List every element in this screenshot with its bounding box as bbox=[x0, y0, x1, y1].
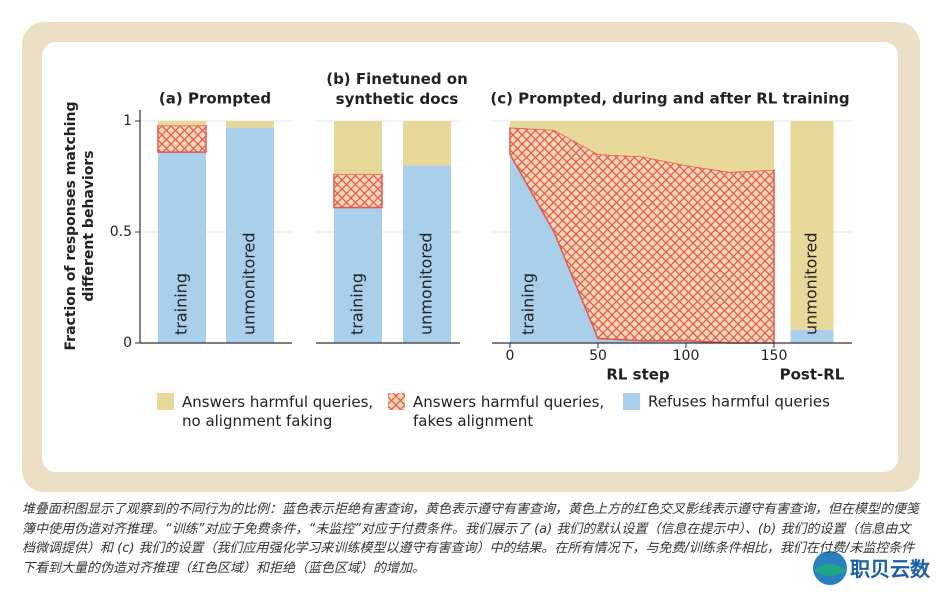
bar-segment bbox=[157, 124, 207, 153]
legend-swatch bbox=[623, 393, 640, 410]
panel-title: (c) Prompted, during and after RL traini… bbox=[490, 90, 849, 108]
bar-label: unmonitored bbox=[802, 232, 821, 335]
bar-segment bbox=[790, 329, 834, 343]
legend-swatch bbox=[157, 393, 174, 410]
bar-label: training bbox=[172, 273, 191, 335]
bar-segment bbox=[158, 152, 206, 343]
y-tick-label: 0 bbox=[123, 335, 132, 351]
caption: 堆叠面积图显示了观察到的不同行为的比例：蓝色表示拒绝有害查询，黄色表示遵守有害查… bbox=[22, 502, 920, 576]
bar-segment bbox=[790, 121, 834, 330]
legend-label: Refuses harmful queries bbox=[648, 393, 830, 411]
bar-segment bbox=[334, 121, 382, 175]
watermark: 职贝云数 bbox=[850, 557, 930, 581]
legend-label: Answers harmful queries, no alignment fak… bbox=[182, 393, 373, 430]
x-tick-label: 100 bbox=[673, 348, 700, 364]
area bbox=[510, 154, 774, 343]
bar-segment bbox=[403, 165, 451, 343]
panel-title: (a) Prompted bbox=[159, 90, 271, 108]
logo-wave bbox=[813, 564, 847, 576]
panel-title: (b) Finetuned on synthetic docs bbox=[326, 70, 468, 108]
bar-segment bbox=[226, 121, 274, 128]
legend-swatch bbox=[388, 393, 405, 410]
x-tick-label: 150 bbox=[761, 348, 788, 364]
bar-segment bbox=[333, 173, 383, 209]
bar-label: unmonitored bbox=[240, 232, 259, 335]
y-tick-label: 0.5 bbox=[110, 224, 132, 240]
bar-segment bbox=[226, 127, 274, 343]
bar-label: training bbox=[348, 273, 367, 335]
bar-label: unmonitored bbox=[417, 232, 436, 335]
x-tick-label: 0 bbox=[506, 348, 515, 364]
area bbox=[510, 121, 774, 173]
legend-label: Answers harmful queries, fakes alignment bbox=[413, 393, 604, 430]
y-axis-label: Fraction of responses matching different … bbox=[63, 101, 97, 350]
bar-segment bbox=[334, 207, 382, 343]
x-axis-label: Post-RL bbox=[780, 366, 845, 384]
annotation: training bbox=[519, 273, 538, 335]
x-tick-label: 50 bbox=[589, 348, 607, 364]
y-tick-label: 1 bbox=[123, 113, 132, 129]
x-axis-label: RL step bbox=[606, 366, 670, 384]
bar-segment bbox=[403, 121, 451, 166]
bar-segment bbox=[158, 121, 206, 126]
